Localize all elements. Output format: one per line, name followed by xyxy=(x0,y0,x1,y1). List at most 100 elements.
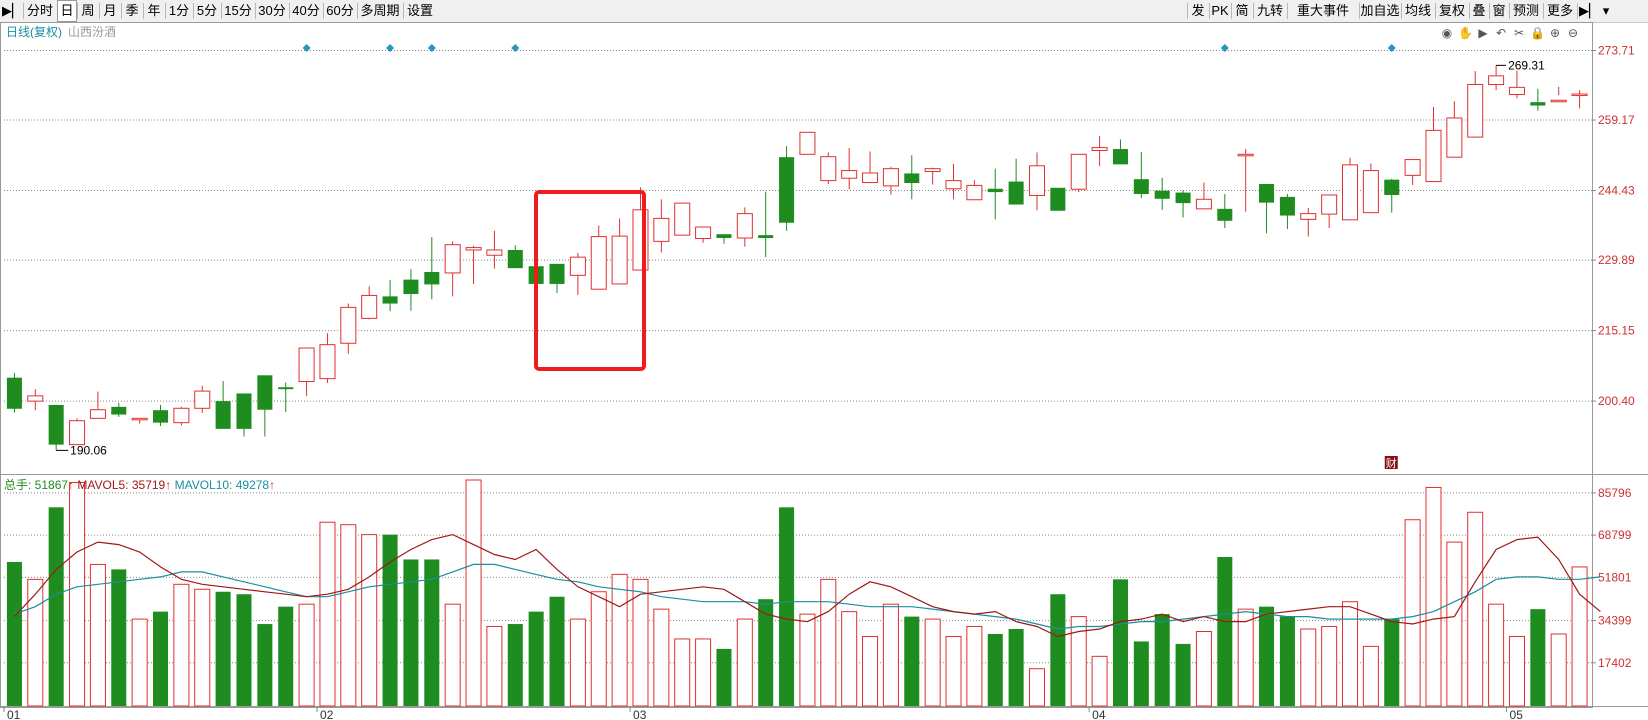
volume-axis-label: 51801 xyxy=(1598,570,1632,584)
tab-week[interactable]: 周 xyxy=(81,3,95,18)
undo-icon[interactable]: ↶ xyxy=(1495,26,1507,40)
play-icon[interactable]: ▶ xyxy=(1478,26,1488,40)
volume-bar xyxy=(278,606,294,706)
volume-bar xyxy=(1530,609,1546,706)
mavol5-label: MAVOL5: 35719 xyxy=(77,478,165,492)
candle-body xyxy=(1508,86,1525,96)
tab-forecast[interactable]: 预测 xyxy=(1512,3,1539,18)
volume-legend: 总手: 51867↑ MAVOL5: 35719↑ MAVOL10: 49278… xyxy=(4,478,275,492)
date-axis-label: 02 xyxy=(320,708,334,720)
tab-15min[interactable]: 15分 xyxy=(224,3,252,18)
candle-body xyxy=(1050,187,1066,211)
tab-jiuzhuan[interactable]: 九转 xyxy=(1256,3,1283,18)
candle-body xyxy=(924,168,941,173)
tab-season[interactable]: 季 xyxy=(125,3,139,18)
volume-bar xyxy=(1384,619,1400,706)
volume-bar xyxy=(1050,594,1066,706)
candle-body xyxy=(1070,153,1087,190)
scissors-icon[interactable]: ✂ xyxy=(1513,26,1525,40)
volume-bar xyxy=(1091,655,1108,707)
candle-body xyxy=(569,256,586,276)
candle-body xyxy=(1133,179,1149,195)
volume-bar xyxy=(403,559,419,706)
tab-30min[interactable]: 30分 xyxy=(258,3,286,18)
tab-60min[interactable]: 60分 xyxy=(326,3,354,18)
mavol10-line xyxy=(14,563,1601,630)
tab-window[interactable]: 窗 xyxy=(1492,3,1506,18)
tab-settings[interactable]: 设置 xyxy=(406,3,433,18)
tab-month[interactable]: 月 xyxy=(103,3,117,18)
event-diamond-icon xyxy=(511,44,520,52)
price-axis-label: 244.43 xyxy=(1598,184,1635,198)
tab-moving-average[interactable]: 均线 xyxy=(1404,3,1431,18)
volume-bar xyxy=(716,648,732,706)
arrow-up-icon: ↑ xyxy=(165,478,174,492)
candle-body xyxy=(695,226,712,239)
zoom-in-icon[interactable]: ⊕ xyxy=(1549,26,1561,40)
volume-bar xyxy=(1195,630,1212,707)
volume-bar xyxy=(27,578,44,707)
candle-body xyxy=(236,393,252,429)
tab-pk[interactable]: PK xyxy=(1211,3,1229,18)
tab-jian[interactable]: 简 xyxy=(1235,3,1249,18)
hand-icon[interactable]: ✋ xyxy=(1458,26,1473,40)
candle-body xyxy=(444,244,461,274)
tab-fenshi[interactable]: 分时 xyxy=(26,3,53,18)
volume-bar xyxy=(966,626,983,707)
tab-1min[interactable]: 1分 xyxy=(168,3,190,18)
tab-40min[interactable]: 40分 xyxy=(292,3,320,18)
zoom-out-icon[interactable]: ⊖ xyxy=(1567,26,1579,40)
price-axis-label: 229.89 xyxy=(1598,253,1635,267)
highlight-box xyxy=(534,190,646,371)
collapse-left-icon[interactable]: ▶▏ xyxy=(2,3,22,18)
collapse-right-icon[interactable]: ▶▏ xyxy=(1579,3,1599,18)
volume-bar xyxy=(924,618,941,707)
tab-fa[interactable]: 发 xyxy=(1191,3,1205,18)
arrow-up-icon: ↑ xyxy=(68,478,77,492)
volume-bar xyxy=(611,573,628,707)
event-diamond-icon xyxy=(1387,44,1396,52)
volume-bar xyxy=(1571,566,1588,707)
candle-body xyxy=(1091,147,1108,151)
volume-axis-label: 34399 xyxy=(1598,614,1632,628)
tab-fuquan[interactable]: 复权 xyxy=(1438,3,1465,18)
lock-icon[interactable]: 🔒 xyxy=(1530,26,1545,40)
candle-body xyxy=(966,184,983,201)
chart-title-line: 日线(复权) xyxy=(6,25,62,39)
volume-bar xyxy=(1488,603,1505,707)
tab-5min[interactable]: 5分 xyxy=(196,3,218,18)
eye-icon[interactable]: ◉ xyxy=(1441,26,1453,40)
candle-body xyxy=(319,344,336,380)
volume-bar xyxy=(1342,601,1359,707)
tab-day[interactable]: 日 xyxy=(57,0,77,22)
volume-bar xyxy=(215,591,231,706)
tab-add-watchlist[interactable]: 加自选 xyxy=(1360,3,1400,18)
tab-major-events[interactable]: 重大事件 xyxy=(1296,3,1349,18)
tab-overlay[interactable]: 叠 xyxy=(1472,3,1486,18)
candle-body xyxy=(361,294,378,319)
candle-body xyxy=(549,263,565,284)
volume-bar xyxy=(69,481,86,707)
candle-body xyxy=(1237,153,1254,157)
volume-bar xyxy=(1300,628,1317,707)
mavol5-line xyxy=(13,533,1601,638)
tab-more[interactable]: 更多 xyxy=(1546,3,1573,18)
volume-bar xyxy=(1550,633,1567,707)
price-axis-label: 259.17 xyxy=(1598,113,1635,127)
candle-body xyxy=(340,306,357,344)
dropdown-icon[interactable]: ▾ xyxy=(1602,3,1610,18)
candle-body xyxy=(173,407,190,424)
volume-bar xyxy=(695,638,712,707)
volume-bar xyxy=(1259,606,1275,706)
volume-bar xyxy=(1112,579,1128,706)
candle-body xyxy=(779,157,795,223)
candle-body xyxy=(1404,159,1421,176)
date-axis-label: 01 xyxy=(7,708,21,720)
volume-bar xyxy=(882,603,899,707)
date-axis-label: 04 xyxy=(1092,708,1106,720)
candle-body xyxy=(736,213,753,239)
volume-bar xyxy=(465,479,482,707)
tab-multi-period[interactable]: 多周期 xyxy=(360,3,400,18)
volume-bar xyxy=(1279,616,1295,706)
tab-year[interactable]: 年 xyxy=(147,3,161,18)
